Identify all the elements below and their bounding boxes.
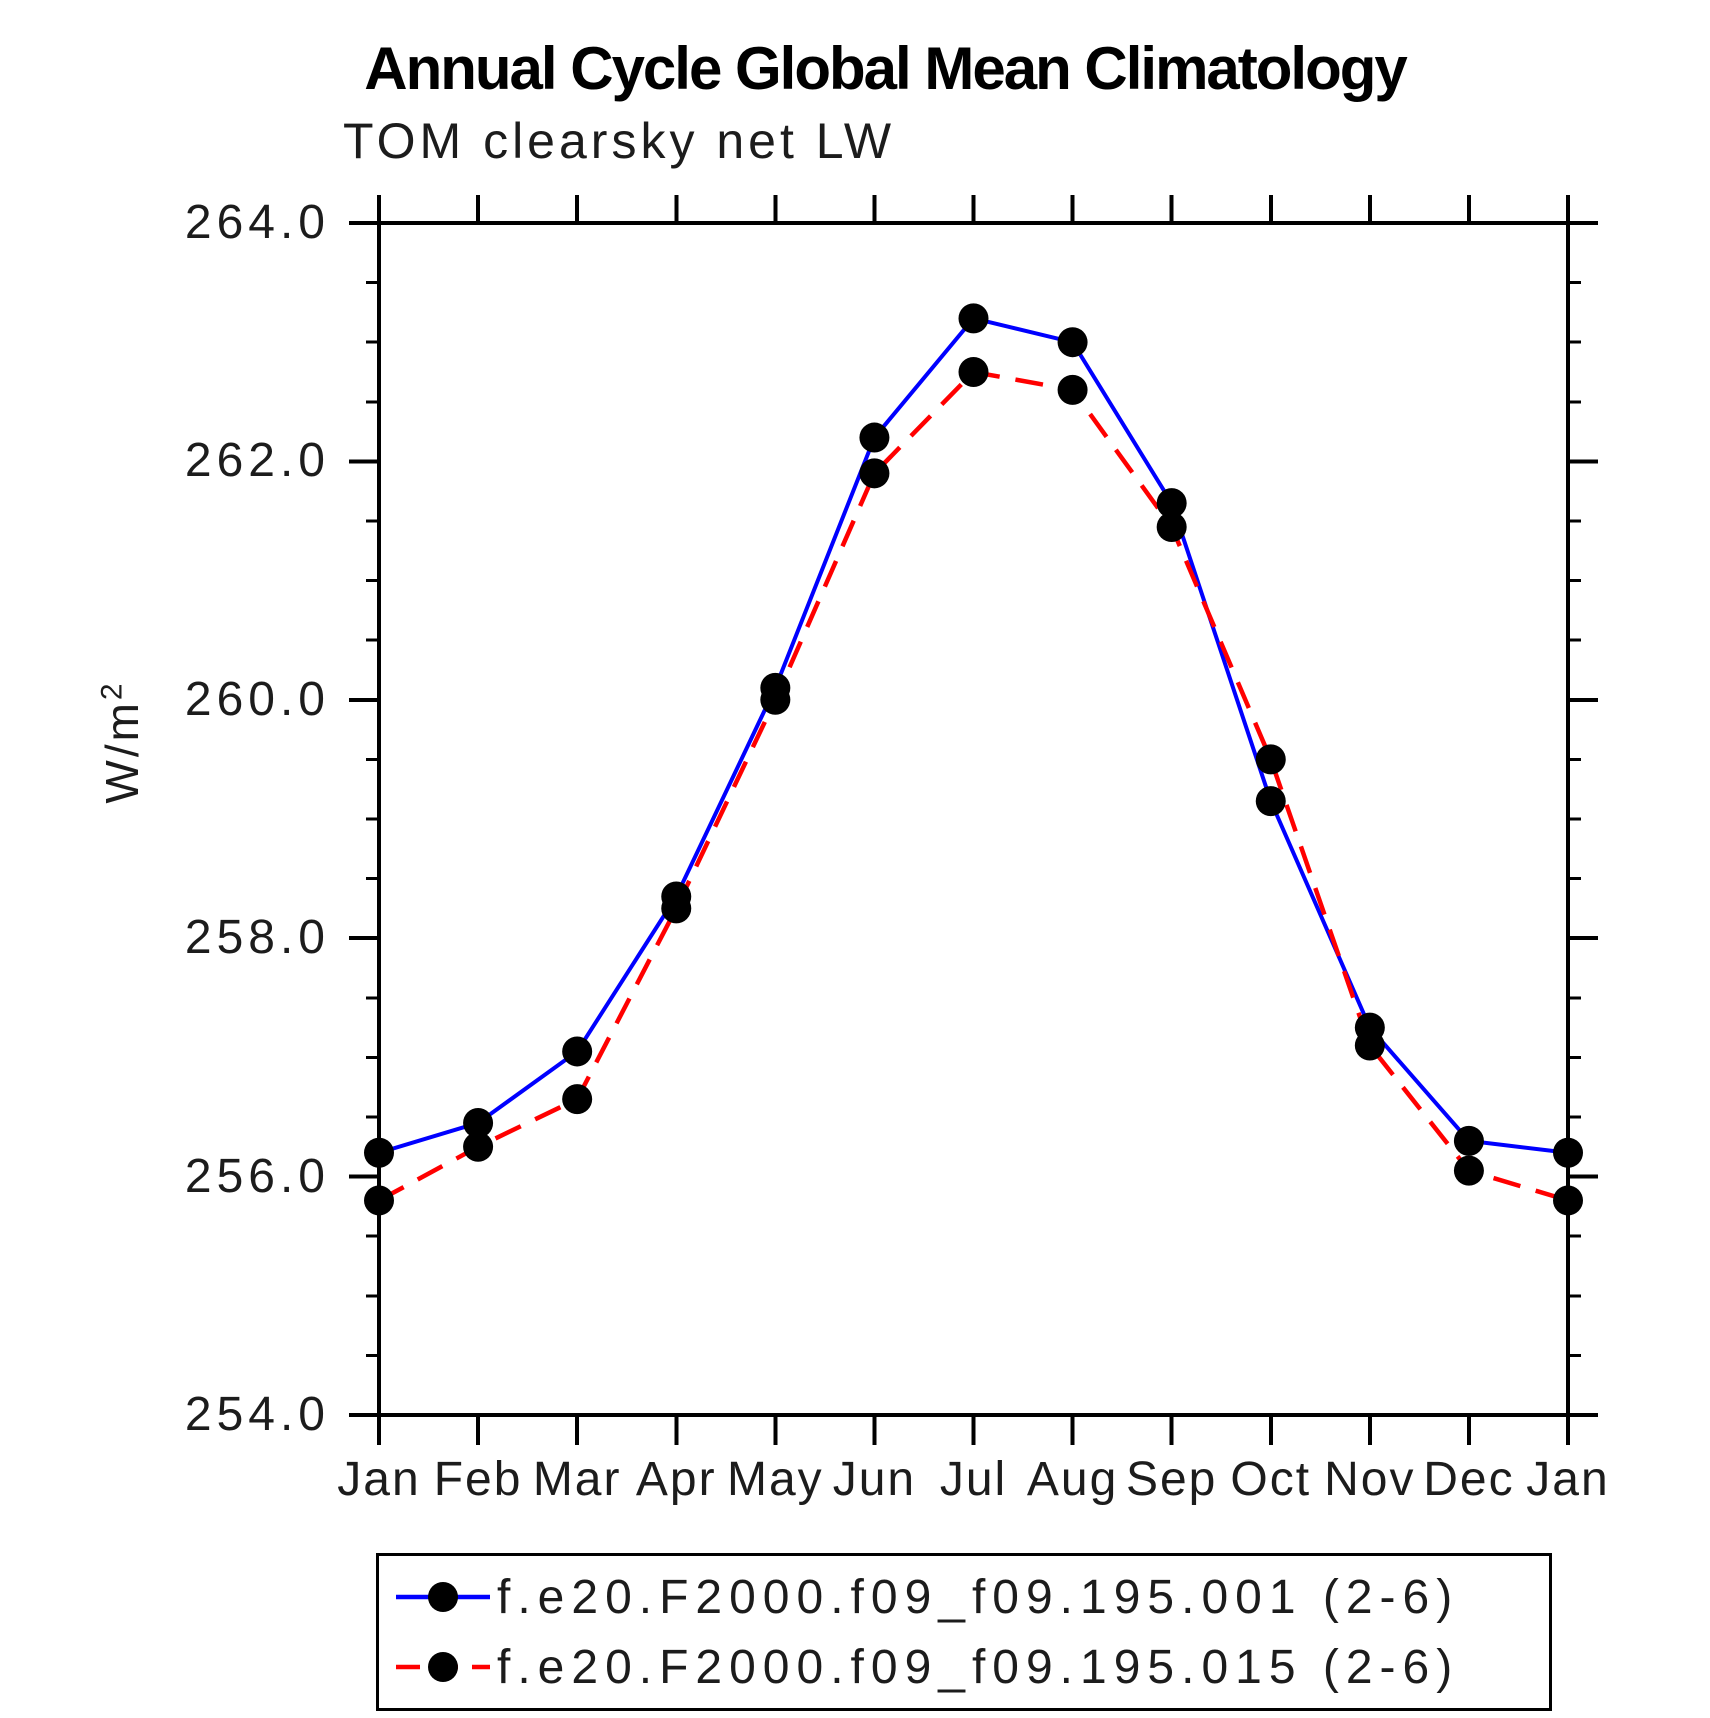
x-tick-label: Oct: [1230, 1453, 1312, 1506]
y-tick-label: 262.0: [184, 434, 330, 488]
legend: f.e20.F2000.f09_f09.195.001 (2-6) f.e20.…: [376, 1553, 1552, 1711]
x-tick-label: Dec: [1423, 1453, 1515, 1506]
x-tick-label: Jan: [337, 1453, 421, 1506]
legend-item: f.e20.F2000.f09_f09.195.015 (2-6): [393, 1636, 1549, 1698]
y-tick-label: 256.0: [184, 1149, 330, 1203]
data-point-marker: [1255, 786, 1286, 817]
data-point-marker: [958, 303, 989, 334]
x-tick-label: Mar: [532, 1453, 622, 1506]
x-tick-label: Apr: [635, 1453, 717, 1506]
x-tick-label: May: [726, 1453, 824, 1506]
data-point-marker: [562, 1084, 593, 1115]
y-tick-label: 254.0: [184, 1388, 330, 1441]
data-point-marker: [364, 1185, 394, 1216]
data-point-marker: [364, 1137, 394, 1168]
data-point-marker: [1057, 327, 1088, 358]
legend-label: f.e20.F2000.f09_f09.195.001 (2-6): [497, 1570, 1460, 1624]
data-point-marker: [1354, 1030, 1385, 1061]
x-tick-label: Jan: [1526, 1453, 1610, 1506]
x-tick-label: Nov: [1324, 1453, 1416, 1506]
legend-item: f.e20.F2000.f09_f09.195.001 (2-6): [393, 1566, 1549, 1628]
data-point-marker: [463, 1131, 494, 1162]
x-tick-label: Jul: [939, 1453, 1008, 1506]
data-point-marker: [1453, 1155, 1484, 1186]
plot-frame: [377, 221, 1570, 1417]
y-tick-label: 258.0: [184, 911, 330, 965]
y-tick-label: 264.0: [184, 196, 330, 249]
data-point-marker: [859, 422, 890, 453]
data-point-marker: [562, 1036, 593, 1067]
data-point-marker: [760, 684, 791, 715]
data-point-marker: [1553, 1137, 1583, 1168]
y-tick-label: 260.0: [184, 672, 330, 726]
chart-title: Annual Cycle Global Mean Climatology: [364, 35, 1408, 102]
series-line-1: [377, 369, 1569, 1203]
x-tick-label: Sep: [1125, 1453, 1218, 1506]
data-point-marker: [1156, 511, 1187, 542]
x-tick-label: Jun: [832, 1453, 917, 1506]
data-point-marker: [859, 458, 890, 489]
data-point-marker: [1553, 1185, 1583, 1216]
data-point-marker: [463, 1107, 494, 1138]
data-point-marker: [1156, 488, 1187, 519]
data-point-marker: [1057, 374, 1088, 405]
x-tick-label: Aug: [1026, 1453, 1119, 1506]
x-tick-label: Feb: [433, 1453, 523, 1506]
legend-label: f.e20.F2000.f09_f09.195.015 (2-6): [497, 1640, 1460, 1694]
series-line-0: [378, 316, 1569, 1155]
data-point-marker: [958, 357, 989, 387]
data-point-marker: [1453, 1125, 1484, 1156]
data-point-marker: [1255, 744, 1286, 775]
data-point-marker: [661, 893, 692, 924]
chart-subtitle: TOM clearsky net LW: [343, 113, 896, 169]
legend-marker-dot: [428, 1582, 458, 1612]
legend-line-sample: [396, 1652, 490, 1682]
legend-line-sample: [396, 1582, 490, 1612]
legend-marker-dot: [428, 1652, 458, 1682]
